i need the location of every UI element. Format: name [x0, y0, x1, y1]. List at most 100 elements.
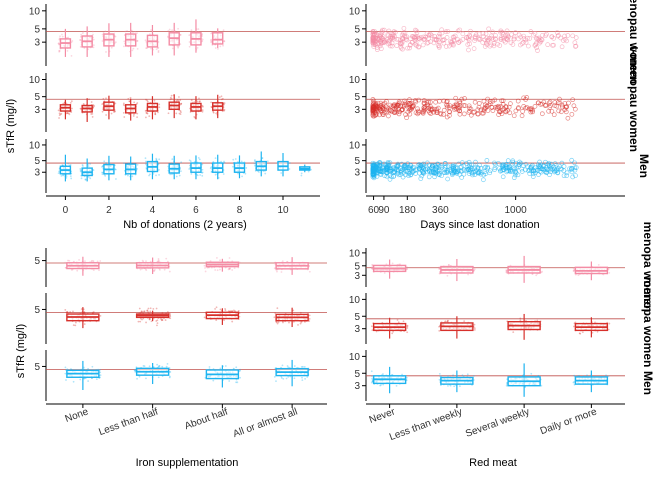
scatter-point	[392, 167, 398, 173]
scatter-point	[460, 31, 466, 37]
jitter-point	[141, 310, 143, 313]
jitter-point	[304, 377, 307, 380]
jitter-point	[201, 38, 204, 41]
jitter-point	[179, 170, 182, 173]
jitter-point	[84, 179, 87, 181]
jitter-point	[82, 103, 85, 105]
jitter-point	[253, 160, 256, 163]
jitter-point	[58, 170, 60, 173]
jitter-point	[212, 379, 215, 382]
scatter-point	[559, 160, 565, 166]
jitter-point	[156, 363, 159, 366]
jitter-point	[578, 374, 581, 377]
jitter-point	[438, 267, 441, 270]
scatter-point	[402, 98, 407, 104]
jitter-point	[371, 329, 374, 332]
jitter-point	[90, 101, 93, 103]
jitter-point	[254, 159, 256, 161]
scatter-point	[381, 40, 387, 46]
jitter-point	[158, 103, 161, 106]
scatter-point	[421, 98, 427, 103]
jitter-point	[215, 319, 218, 321]
scatter-point	[551, 42, 556, 48]
scatter-point	[533, 167, 538, 173]
jitter-point	[69, 164, 72, 166]
scatter-point	[504, 36, 509, 41]
jitter-point	[123, 45, 125, 48]
jitter-point	[608, 322, 611, 325]
jitter-point	[307, 170, 310, 173]
jitter-point	[280, 377, 283, 379]
x-tick-label: Daily or more	[539, 406, 599, 437]
jitter-point	[101, 33, 104, 36]
jitter-point	[231, 310, 233, 312]
scatter-point	[533, 165, 538, 171]
scatter-point	[400, 107, 406, 113]
scatter-point	[466, 47, 471, 53]
jitter-point	[87, 380, 90, 382]
jitter-point	[64, 366, 67, 369]
jitter-point	[58, 43, 60, 46]
jitter-point	[141, 318, 143, 321]
scatter-point	[521, 39, 526, 45]
jitter-point	[227, 268, 230, 271]
jitter-point	[79, 170, 82, 173]
jitter-point	[87, 165, 90, 168]
scatter-point	[407, 45, 412, 51]
scatter-point	[526, 43, 531, 49]
jitter-point	[512, 331, 515, 333]
jitter-point	[79, 169, 82, 172]
scatter-point	[444, 104, 450, 110]
jitter-point	[467, 273, 469, 276]
jitter-point	[130, 29, 133, 32]
scatter-point	[384, 170, 390, 176]
scatter-point	[510, 159, 516, 165]
scatter-point	[536, 35, 542, 41]
x-tick-label: About half	[183, 406, 229, 432]
jitter-point	[179, 99, 182, 102]
y-tick-label: 10	[29, 75, 41, 86]
jitter-point	[406, 267, 408, 270]
y-tick-label: 5	[34, 362, 40, 373]
scatter-point	[456, 40, 462, 45]
jitter-point	[147, 307, 150, 310]
jitter-point	[65, 175, 68, 178]
jitter-point	[153, 270, 155, 272]
x-tick-label: 8	[237, 205, 243, 216]
jitter-point	[218, 96, 221, 99]
jitter-point	[153, 269, 155, 272]
jitter-point	[156, 322, 159, 325]
jitter-point	[136, 163, 139, 166]
scatter-point	[404, 37, 410, 43]
jitter-point	[308, 317, 311, 320]
jitter-point	[579, 332, 582, 335]
jitter-point	[591, 331, 594, 334]
scatter-point	[401, 25, 407, 31]
jitter-point	[391, 262, 394, 265]
scatter-point	[451, 37, 457, 43]
scatter-point	[446, 164, 451, 170]
jitter-point	[607, 375, 610, 378]
jitter-point	[105, 51, 107, 53]
jitter-point	[380, 383, 382, 386]
jitter-point	[171, 47, 174, 50]
jitter-point	[586, 374, 588, 377]
scatter-point	[457, 99, 463, 104]
jitter-point	[438, 372, 441, 375]
scatter-point	[571, 103, 577, 109]
jitter-point	[401, 373, 403, 376]
jitter-point	[99, 371, 102, 374]
scatter-point	[410, 39, 415, 45]
y-tick-label: 5	[354, 261, 360, 272]
jitter-point	[300, 321, 303, 324]
jitter-point	[188, 34, 191, 37]
jitter-point	[234, 310, 236, 313]
y-tick-label: 10	[349, 248, 361, 259]
y-tick-label: 5	[34, 305, 40, 316]
jitter-point	[370, 266, 373, 269]
jitter-point	[79, 45, 82, 48]
jitter-point	[59, 113, 62, 116]
scatter-point	[437, 172, 442, 178]
jitter-point	[178, 96, 180, 98]
